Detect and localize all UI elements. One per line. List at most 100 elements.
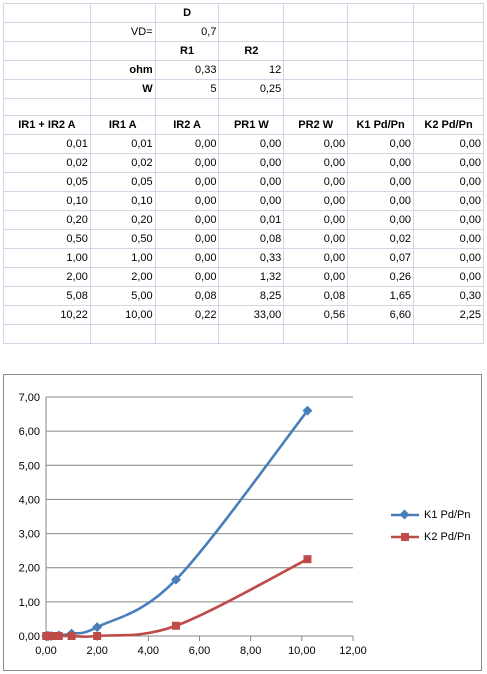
value-cell[interactable]: 2,25: [413, 305, 484, 325]
value-cell[interactable]: 0,00: [154, 172, 220, 192]
column-header-cell[interactable]: PR2 W: [283, 115, 349, 135]
value-cell[interactable]: 0,00: [283, 248, 349, 268]
value-cell[interactable]: 0,08: [283, 286, 349, 306]
column-header-cell[interactable]: K1 Pd/Pn: [347, 115, 415, 135]
cell[interactable]: [347, 3, 415, 23]
value-cell[interactable]: 0,00: [283, 229, 349, 249]
column-header-cell[interactable]: IR1 A: [89, 115, 156, 135]
value-cell[interactable]: 0,07: [347, 248, 415, 268]
cell[interactable]: [347, 41, 415, 61]
line-chart[interactable]: 0,00 1,00 2,00 3,00 4,00 5,00 6,00 7,00 0,00 2,00…: [3, 374, 482, 671]
cell[interactable]: [347, 22, 415, 42]
cell[interactable]: [154, 324, 220, 344]
value-cell[interactable]: 0,00: [413, 153, 484, 173]
cell[interactable]: [413, 79, 484, 99]
vd-label-cell[interactable]: VD=: [89, 22, 156, 42]
value-cell[interactable]: 0,00: [347, 191, 415, 211]
cell[interactable]: [283, 98, 349, 116]
cell[interactable]: [283, 22, 349, 42]
cell[interactable]: [89, 41, 156, 61]
value-cell[interactable]: 0,00: [154, 248, 220, 268]
column-header-cell[interactable]: IR1 + IR2 A: [3, 115, 91, 135]
value-cell[interactable]: 0,00: [154, 191, 220, 211]
value-cell[interactable]: 33,00: [218, 305, 285, 325]
value-cell[interactable]: 0,00: [413, 134, 484, 154]
value-cell[interactable]: 0,01: [218, 210, 285, 230]
cell[interactable]: [413, 22, 484, 42]
r1-ohm-cell[interactable]: 0,33: [154, 60, 220, 80]
cell[interactable]: [3, 22, 91, 42]
cell[interactable]: [218, 324, 285, 344]
cell[interactable]: [3, 60, 91, 80]
value-cell[interactable]: 0,05: [89, 172, 156, 192]
value-cell[interactable]: 0,00: [347, 153, 415, 173]
value-cell[interactable]: 0,00: [218, 172, 285, 192]
vd-value-cell[interactable]: 0,7: [154, 22, 220, 42]
value-cell[interactable]: 6,60: [347, 305, 415, 325]
r2-watt-cell[interactable]: 0,25: [218, 79, 285, 99]
value-cell[interactable]: 0,00: [218, 134, 285, 154]
value-cell[interactable]: 0,01: [89, 134, 156, 154]
cell[interactable]: [347, 79, 415, 99]
value-cell[interactable]: 0,00: [154, 267, 220, 287]
cell[interactable]: [89, 3, 156, 23]
cell[interactable]: [3, 324, 91, 344]
cell[interactable]: [218, 22, 285, 42]
value-cell[interactable]: 0,20: [89, 210, 156, 230]
r2-ohm-cell[interactable]: 12: [218, 60, 285, 80]
value-cell[interactable]: 0,00: [413, 191, 484, 211]
cell[interactable]: [3, 3, 91, 23]
ohm-label-cell[interactable]: ohm: [89, 60, 156, 80]
value-cell[interactable]: 5,00: [89, 286, 156, 306]
value-cell[interactable]: 2,00: [3, 267, 91, 287]
value-cell[interactable]: 1,00: [3, 248, 91, 268]
value-cell[interactable]: 1,32: [218, 267, 285, 287]
value-cell[interactable]: 10,22: [3, 305, 91, 325]
cell[interactable]: [218, 3, 285, 23]
value-cell[interactable]: 0,00: [413, 267, 484, 287]
value-cell[interactable]: 1,00: [89, 248, 156, 268]
value-cell[interactable]: 0,01: [3, 134, 91, 154]
value-cell[interactable]: 0,50: [89, 229, 156, 249]
value-cell[interactable]: 0,00: [283, 267, 349, 287]
value-cell[interactable]: 0,00: [413, 229, 484, 249]
value-cell[interactable]: 0,26: [347, 267, 415, 287]
value-cell[interactable]: 0,08: [154, 286, 220, 306]
cell[interactable]: [283, 79, 349, 99]
cell[interactable]: [283, 3, 349, 23]
value-cell[interactable]: 0,22: [154, 305, 220, 325]
value-cell[interactable]: 0,02: [3, 153, 91, 173]
cell[interactable]: [413, 324, 484, 344]
value-cell[interactable]: 0,00: [283, 191, 349, 211]
cell[interactable]: [283, 324, 349, 344]
value-cell[interactable]: 0,10: [3, 191, 91, 211]
value-cell[interactable]: 0,00: [283, 172, 349, 192]
cell[interactable]: [3, 41, 91, 61]
value-cell[interactable]: 0,30: [413, 286, 484, 306]
value-cell[interactable]: 0,56: [283, 305, 349, 325]
column-header-cell[interactable]: IR2 A: [154, 115, 220, 135]
value-cell[interactable]: 0,00: [347, 134, 415, 154]
cell[interactable]: [347, 324, 415, 344]
value-cell[interactable]: 0,00: [283, 153, 349, 173]
value-cell[interactable]: 0,33: [218, 248, 285, 268]
cell[interactable]: [89, 98, 156, 116]
value-cell[interactable]: 0,00: [154, 229, 220, 249]
cell[interactable]: [413, 41, 484, 61]
value-cell[interactable]: 0,00: [283, 134, 349, 154]
value-cell[interactable]: 5,08: [3, 286, 91, 306]
cell[interactable]: [413, 98, 484, 116]
value-cell[interactable]: 0,00: [413, 248, 484, 268]
cell[interactable]: [3, 98, 91, 116]
cell[interactable]: [89, 324, 156, 344]
value-cell[interactable]: 0,00: [218, 191, 285, 211]
value-cell[interactable]: 0,00: [218, 153, 285, 173]
watt-label-cell[interactable]: W: [89, 79, 156, 99]
value-cell[interactable]: 2,00: [89, 267, 156, 287]
value-cell[interactable]: 0,00: [347, 210, 415, 230]
value-cell[interactable]: 0,00: [154, 210, 220, 230]
value-cell[interactable]: 0,50: [3, 229, 91, 249]
cell[interactable]: [218, 98, 285, 116]
value-cell[interactable]: 0,00: [283, 210, 349, 230]
value-cell[interactable]: 0,00: [347, 172, 415, 192]
